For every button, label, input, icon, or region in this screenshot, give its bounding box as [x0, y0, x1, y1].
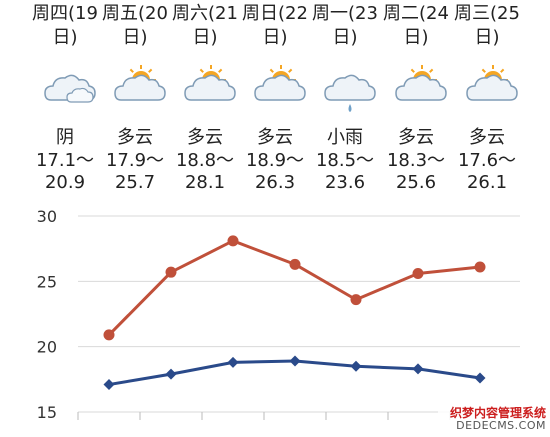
day-heading: 周六(21 日) — [172, 3, 238, 48]
sun-cloud-icon — [240, 52, 310, 122]
y-tick-label: 20 — [37, 338, 57, 357]
data-point — [227, 235, 239, 247]
forecast-day: 周六(21 日) 多云 18.8～ 28.1 — [170, 0, 240, 194]
sun-cloud-icon — [100, 52, 170, 122]
sun-cloud-icon — [452, 52, 522, 122]
forecast-day: 周日(22 日) 多云 18.9～ 26.3 — [240, 0, 310, 194]
y-tick-label: 15 — [37, 403, 57, 422]
data-point — [474, 261, 486, 273]
temp-high: 25.6 — [395, 172, 437, 193]
data-point — [165, 266, 177, 278]
data-point — [412, 267, 424, 279]
temp-high: 26.3 — [254, 172, 296, 193]
forecast-day: 周三(25 日) 多云 17.6～ 26.1 — [452, 0, 522, 194]
weather-description: 阴 — [56, 127, 74, 148]
temperature-chart: 15 20 25 30 — [37, 207, 520, 422]
day-heading: 周日(22 日) — [242, 3, 308, 48]
watermark-line1: 织梦内容管理系统 — [449, 406, 546, 420]
y-tick-label: 25 — [37, 272, 57, 291]
data-point — [412, 363, 424, 375]
weather-description: 多云 — [398, 127, 434, 148]
weather-description: 多云 — [187, 127, 223, 148]
data-point — [289, 355, 301, 367]
weather-description: 小雨 — [327, 127, 363, 148]
y-tick-label: 30 — [37, 207, 57, 226]
watermark: 织梦内容管理系统 DEDECMS.COM — [438, 407, 546, 433]
forecast-day: 周五(20 日) 多云 17.9～ 25.7 — [100, 0, 170, 194]
data-point — [350, 294, 362, 306]
temp-low: 18.5～ — [315, 150, 375, 171]
sun-cloud-icon — [381, 52, 451, 122]
rain-cloud-icon — [310, 52, 380, 122]
sun-cloud-icon — [170, 52, 240, 122]
forecast-day: 周二(24 日) 多云 18.3～ 25.6 — [381, 0, 451, 194]
day-heading: 周四(19 日) — [32, 3, 98, 48]
temp-high: 23.6 — [324, 172, 366, 193]
data-point — [350, 360, 362, 372]
data-point — [474, 372, 486, 384]
data-point — [289, 258, 301, 270]
data-point — [165, 368, 177, 380]
weather-description: 多云 — [117, 127, 153, 148]
day-heading: 周五(20 日) — [102, 3, 168, 48]
day-heading: 周三(25 日) — [454, 3, 520, 48]
series-line — [107, 239, 481, 336]
temp-high: 26.1 — [466, 172, 508, 193]
temp-low: 18.9～ — [245, 150, 305, 171]
temp-low: 18.8～ — [175, 150, 235, 171]
cloud-icon — [30, 52, 100, 122]
forecast-strip: 周四(19 日) 阴 17.1～ 20.9 周五(20 日) 多云 17.9～ 25.7 周六(… — [0, 0, 550, 200]
temp-low: 17.6～ — [457, 150, 517, 171]
watermark-line2: DEDECMS.COM — [456, 419, 546, 432]
temp-high: 28.1 — [184, 172, 226, 193]
temp-high: 20.9 — [44, 172, 86, 193]
temp-low: 18.3～ — [386, 150, 446, 171]
weather-description: 多云 — [257, 127, 293, 148]
day-heading: 周二(24 日) — [383, 3, 449, 48]
data-point — [103, 329, 115, 341]
day-heading: 周一(23 日) — [312, 3, 378, 48]
weather-description: 多云 — [469, 127, 505, 148]
forecast-day: 周一(23 日) 小雨 18.5～ 23.6 — [310, 0, 380, 194]
data-point — [103, 379, 115, 391]
temp-high: 25.7 — [114, 172, 156, 193]
forecast-day: 周四(19 日) 阴 17.1～ 20.9 — [30, 0, 100, 194]
temp-low: 17.1～ — [35, 150, 95, 171]
temp-low: 17.9～ — [105, 150, 165, 171]
data-point — [227, 356, 239, 368]
